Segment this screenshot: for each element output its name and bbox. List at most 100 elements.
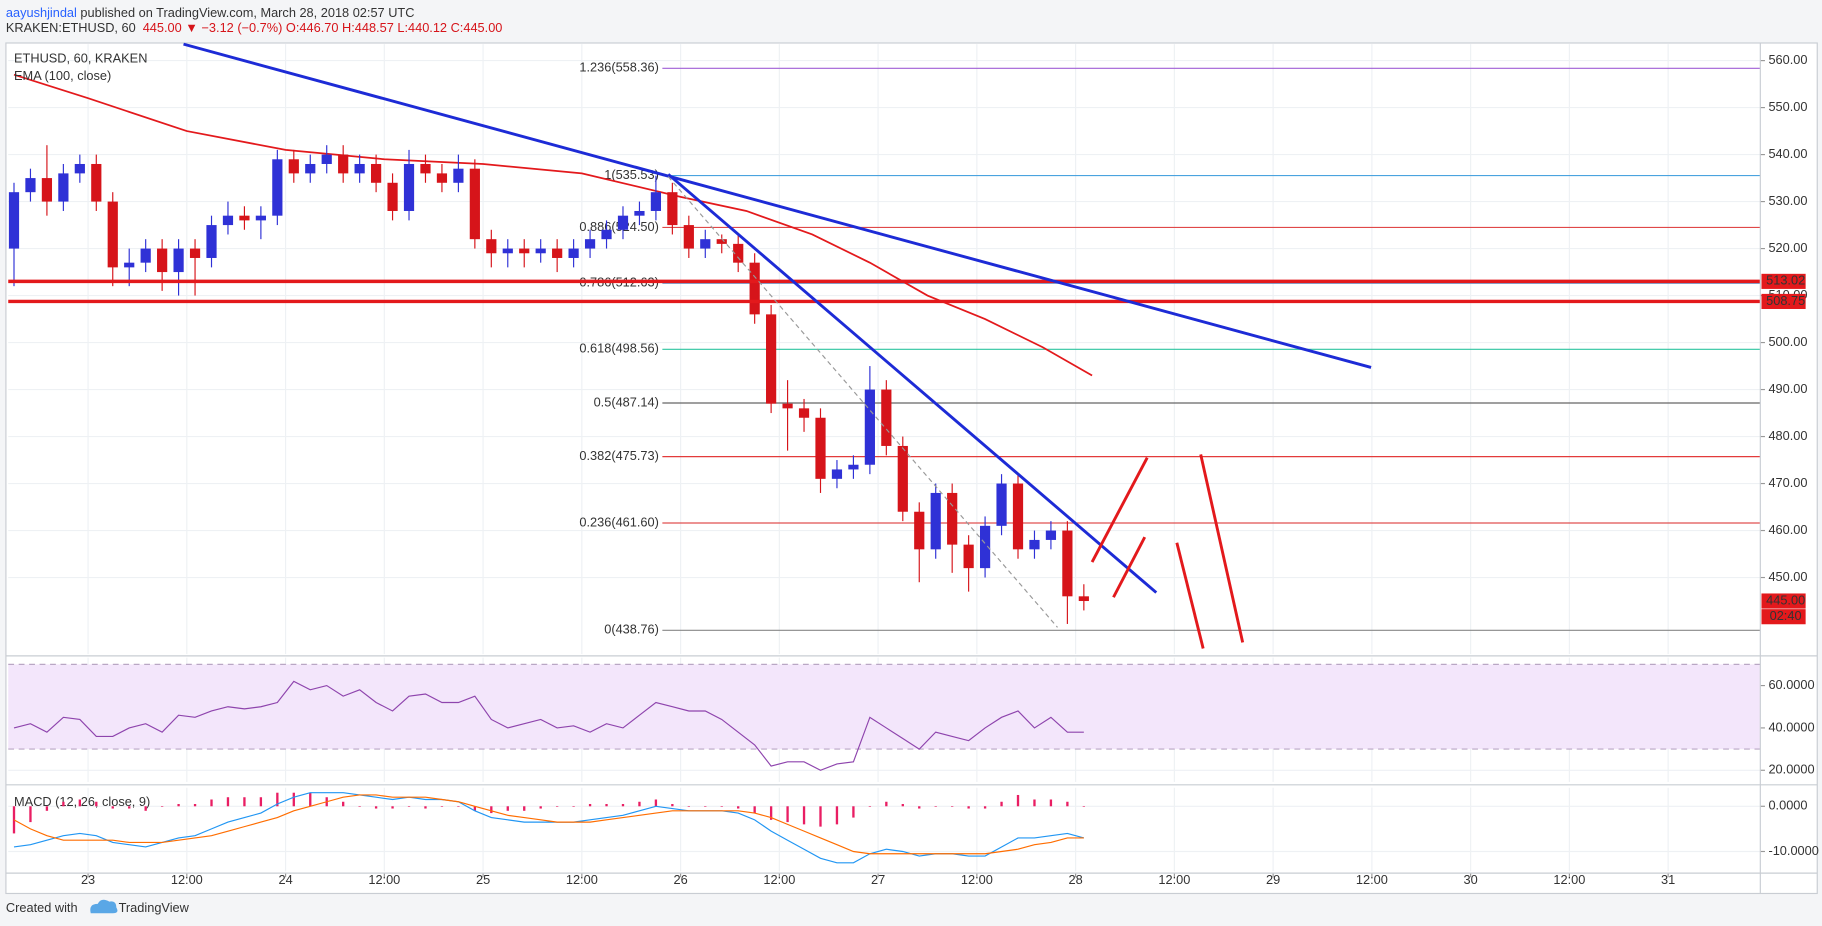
- price-tag: [1761, 273, 1806, 289]
- histogram-bar: [292, 792, 295, 807]
- candle-body: [617, 215, 629, 230]
- x-tick-label: 12:00: [566, 872, 598, 887]
- candle-body: [107, 201, 118, 268]
- x-tick-label: 12:00: [368, 872, 400, 887]
- histogram-bar: [358, 806, 361, 807]
- candle-body: [667, 192, 678, 226]
- candle-body: [1078, 596, 1089, 602]
- histogram-bar: [160, 806, 164, 807]
- histogram-bar: [835, 806, 839, 825]
- y-tick-label: 40.0000: [1768, 719, 1814, 734]
- candle-body: [535, 248, 546, 254]
- y-tick-label: 20.0000: [1768, 762, 1814, 777]
- histogram-bar: [720, 806, 723, 807]
- drawn-line: [1199, 454, 1245, 643]
- histogram-bar: [111, 806, 114, 809]
- histogram-bar: [457, 806, 460, 807]
- candle-body: [8, 192, 20, 249]
- y-tick-label: 560.00: [1768, 52, 1807, 67]
- price-tag: [1761, 293, 1806, 309]
- quote-line: KRAKEN:ETHUSD, 60 445.00 ▼ −3.12 (−0.7%) …: [6, 20, 503, 35]
- candle-body: [206, 225, 217, 258]
- candle-body: [552, 248, 563, 258]
- histogram-bar: [490, 806, 493, 814]
- author[interactable]: aayushjindal: [6, 5, 77, 20]
- candle-body: [914, 511, 925, 550]
- candle-body: [1062, 530, 1073, 597]
- candle-body: [157, 248, 168, 273]
- candle-body: [370, 163, 382, 183]
- histogram-bar: [967, 806, 970, 809]
- candle-body: [453, 168, 464, 183]
- candle-body: [963, 544, 974, 569]
- candle-body: [700, 239, 711, 249]
- candle-body: [519, 248, 530, 254]
- histogram-bar: [1016, 794, 1020, 807]
- footer-created: Created with: [6, 900, 78, 915]
- countdown-tag: [1761, 609, 1806, 625]
- histogram-bar: [868, 806, 872, 807]
- candle-body: [996, 483, 1007, 526]
- countdown-label: 02:40: [1770, 608, 1802, 623]
- fib-label: 0.618(498.56): [579, 341, 659, 356]
- histogram-bar: [918, 806, 921, 809]
- histogram-bar: [440, 806, 444, 807]
- y-tick-label: 450.00: [1768, 569, 1807, 584]
- x-tick-label: 30: [1464, 872, 1478, 887]
- x-tick-label: 31: [1661, 872, 1675, 887]
- x-tick-label: 29: [1266, 872, 1280, 887]
- candle-body: [486, 239, 497, 254]
- candle-body: [288, 159, 299, 174]
- y-tick-label: 520.00: [1768, 240, 1807, 255]
- histogram-bar: [391, 806, 394, 809]
- histogram-bar: [424, 806, 427, 809]
- histogram-bar: [753, 806, 756, 814]
- candle-body: [1029, 539, 1040, 550]
- histogram-bar: [638, 801, 641, 807]
- macd-line: [13, 792, 1085, 864]
- y-tick-label: 60.0000: [1768, 677, 1814, 692]
- y-tick-label: 500.00: [1768, 334, 1807, 349]
- price-tag-label: 445.00: [1766, 592, 1805, 607]
- candle-body: [782, 403, 793, 409]
- price-tag-label: 513.02: [1766, 273, 1805, 288]
- histogram-bar: [95, 801, 98, 807]
- candle-body: [387, 182, 398, 211]
- histogram-bar: [193, 804, 197, 807]
- histogram-bar: [852, 806, 855, 818]
- footer-brand[interactable]: TradingView: [119, 900, 190, 915]
- candle-body: [930, 492, 941, 550]
- dashed-line: [667, 176, 1058, 628]
- candle-body: [766, 314, 777, 404]
- candle-body: [255, 215, 266, 221]
- histogram-bar: [259, 797, 263, 807]
- x-tick-label: 24: [278, 872, 292, 887]
- histogram-bar: [78, 799, 81, 807]
- x-tick-label: 12:00: [171, 872, 203, 887]
- price-tag-label: 508.75: [1766, 293, 1805, 308]
- fib-label: 0(438.76): [604, 622, 659, 637]
- histogram-bar: [1082, 806, 1086, 807]
- candle-body: [239, 215, 250, 221]
- histogram-bar: [1033, 799, 1036, 807]
- histogram-bar: [45, 806, 49, 811]
- candle-body: [634, 210, 645, 216]
- quote: 445.00 ▼ −3.12 (−0.7%) O:446.70 H:448.57…: [143, 20, 503, 35]
- chart-frame: [5, 42, 1818, 895]
- histogram-bar: [572, 806, 575, 807]
- candle-body: [815, 417, 826, 479]
- rsi-line: [13, 680, 1084, 771]
- histogram-bar: [786, 806, 789, 823]
- histogram-bar: [342, 801, 345, 807]
- macd-line: [13, 794, 1084, 855]
- histogram-bar: [407, 806, 411, 807]
- candle-body: [502, 248, 513, 254]
- candle-body: [469, 168, 480, 240]
- fib-label: 1(535.53): [604, 167, 659, 182]
- histogram-bar: [128, 806, 131, 809]
- candle-body: [1045, 530, 1057, 540]
- published: published on TradingView.com, March 28, …: [77, 5, 415, 20]
- rsi-band: [8, 664, 1761, 750]
- candle-body: [436, 173, 448, 183]
- candle-body: [321, 154, 332, 164]
